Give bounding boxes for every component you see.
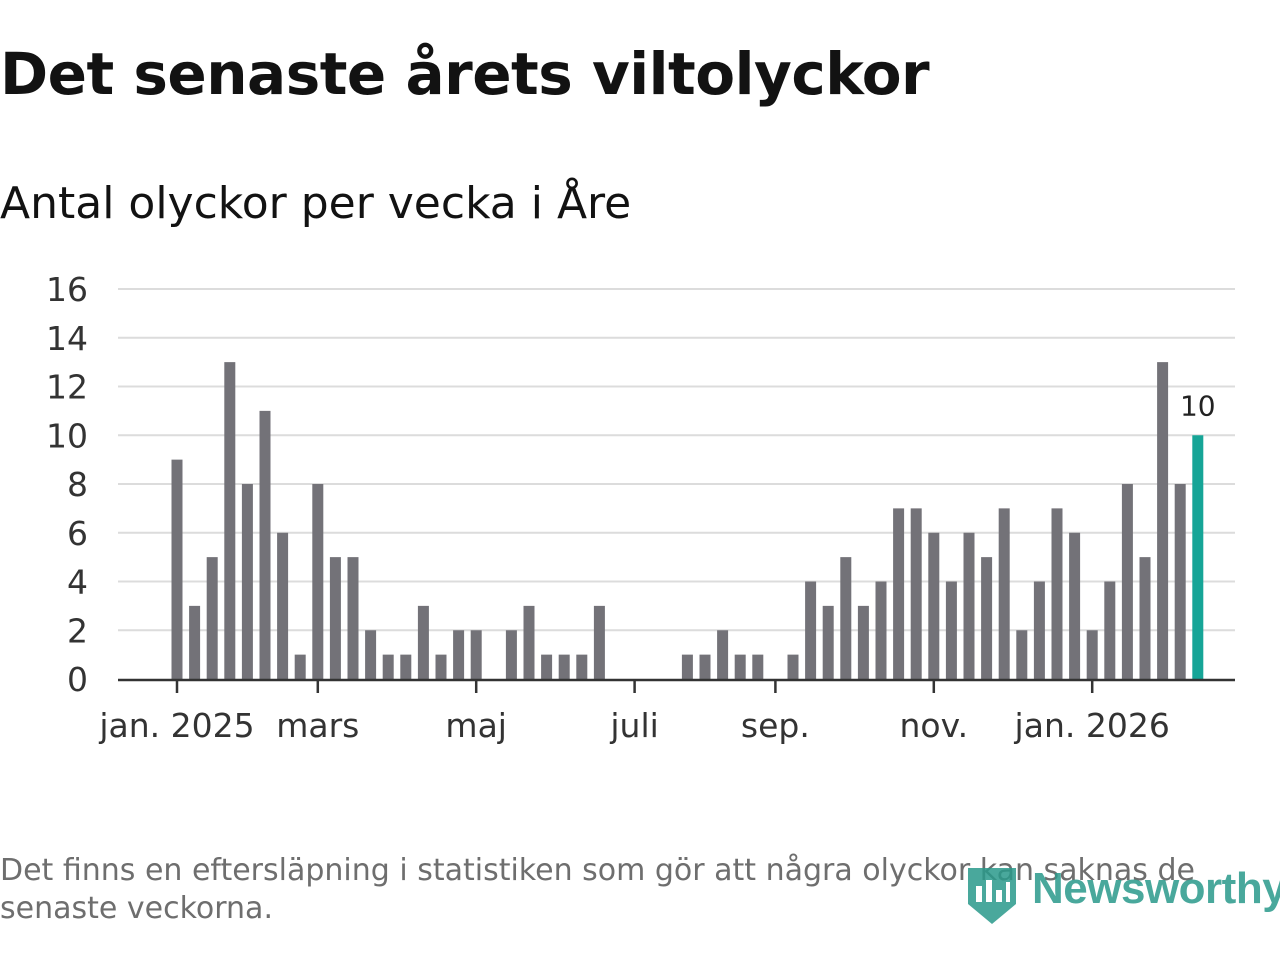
y-tick-label: 14 [46,319,88,358]
y-tick-label: 0 [67,660,88,699]
data-labels: 10 [1180,389,1216,422]
bar [558,654,570,679]
bar [312,484,324,679]
y-tick-label: 4 [67,563,88,602]
gridlines [118,288,1235,632]
bar [998,508,1010,679]
bar [189,605,201,679]
bar [417,605,429,679]
bar [1157,362,1169,679]
y-tick-label: 10 [46,416,88,455]
bar [1139,557,1151,679]
bar [523,605,535,679]
bar [1033,581,1045,679]
bar [699,654,711,679]
bar [505,630,517,679]
x-axis: jan. 2025 mars maj juli sep. nov. jan. 2026 [98,678,1235,745]
bar [224,362,236,679]
chart-title: Det senaste årets viltolyckor [0,40,930,108]
bar [1051,508,1063,679]
bar [822,605,834,679]
y-tick-label: 6 [67,514,88,553]
newsworthy-logo: Newsworthy [964,862,1280,928]
bar [171,459,183,679]
highlight-value-label: 10 [1180,389,1216,422]
y-tick-label: 16 [46,270,88,309]
x-tick-label: nov. [900,706,969,745]
bar [910,508,922,679]
logo-text: Newsworthy [1032,864,1280,913]
y-tick-label: 8 [67,465,88,504]
bar [329,557,341,679]
bar [435,654,447,679]
bar [470,630,482,679]
bar [259,410,271,679]
bar [893,508,905,679]
bar [347,557,359,679]
bar [1086,630,1098,679]
x-tick-label: maj [445,706,507,745]
bar [593,605,605,679]
bar [681,654,693,679]
y-tick-label: 12 [46,368,88,407]
bar-chart: 0 2 4 6 8 10 12 14 16 jan. 2025 mars maj juli sep. no… [46,270,1235,745]
bar [541,654,553,679]
bars [171,362,1204,679]
bar [1069,532,1081,679]
bar [277,532,289,679]
bar [805,581,817,679]
bar [400,654,412,679]
bar [382,654,394,679]
bar [945,581,957,679]
bar [875,581,887,679]
bar [1174,484,1186,679]
bar [981,557,993,679]
x-tick-label: jan. 2026 [1014,706,1170,745]
y-tick-label: 2 [67,611,88,650]
bar-highlight [1192,435,1204,679]
bar [206,557,218,679]
y-axis: 0 2 4 6 8 10 12 14 16 [46,270,88,699]
x-tick-label: juli [609,706,658,745]
bar-chart-shield-icon [968,868,1016,924]
x-tick-label: mars [276,706,359,745]
bar [1104,581,1116,679]
bar [576,654,588,679]
bar [1016,630,1028,679]
bar [928,532,940,679]
bar [752,654,764,679]
bar [787,654,799,679]
bar [241,484,253,679]
bar [294,654,306,679]
bar [717,630,729,679]
bar [453,630,465,679]
chart-subtitle: Antal olyckor per vecka i Åre [0,178,632,229]
bar [734,654,746,679]
bar [365,630,377,679]
bar [1121,484,1133,679]
bar [840,557,852,679]
bar [963,532,975,679]
x-tick-label: sep. [741,706,810,745]
x-tick-label: jan. 2025 [98,706,254,745]
bar [857,605,869,679]
